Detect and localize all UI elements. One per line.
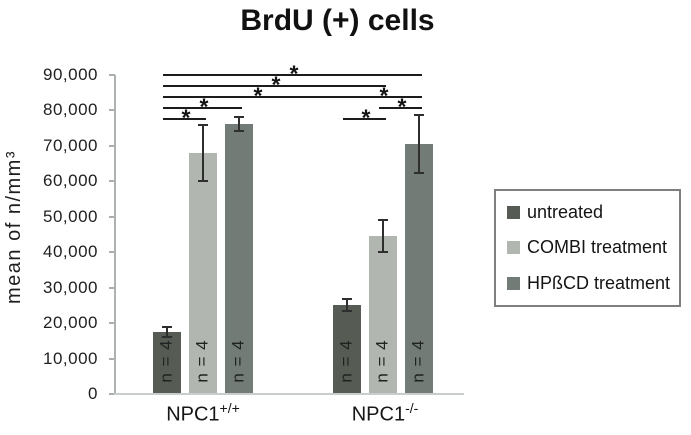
- chart-title: BrdU (+) cells: [240, 4, 435, 37]
- y-tick-mark: [109, 286, 115, 289]
- n-count-label: n = 4: [369, 330, 397, 392]
- x-group-label: NPC1-/-: [352, 400, 419, 427]
- bar: [225, 123, 253, 394]
- error-bar-cap: [414, 114, 424, 117]
- y-tick-mark: [109, 109, 115, 112]
- legend-label: COMBI treatment: [527, 237, 668, 258]
- legend-item: HPßCD treatment: [507, 273, 679, 294]
- significance-line: [163, 118, 206, 120]
- significance-line: [379, 107, 422, 109]
- y-tick-mark: [109, 393, 115, 395]
- error-bar-cap: [414, 171, 424, 174]
- y-tick-label: 90,000: [43, 65, 98, 84]
- y-tick-label: 20,000: [43, 313, 98, 333]
- n-count-text: n = 4: [193, 339, 213, 383]
- error-bar-cap: [162, 336, 172, 339]
- n-count-text: n = 4: [157, 339, 177, 383]
- x-group-label-superscript: +/+: [219, 400, 240, 416]
- y-tick-label: 60,000: [43, 171, 98, 191]
- error-bar-stem: [238, 116, 240, 131]
- n-count-label: n = 4: [153, 330, 181, 392]
- significance-line: [163, 85, 386, 87]
- bar: [189, 152, 217, 394]
- legend: untreated COMBI treatment HPßCD treatment: [494, 189, 681, 307]
- significance-asterisk: *: [253, 82, 263, 109]
- significance-line: [343, 96, 422, 98]
- y-tick-label: 30,000: [43, 277, 98, 297]
- error-bar-stem: [202, 124, 204, 181]
- legend-swatch-icon: [507, 241, 520, 255]
- significance-line: [163, 107, 242, 109]
- y-tick-label: 50,000: [43, 206, 98, 226]
- error-bar-cap: [378, 250, 388, 253]
- y-axis-line: [114, 75, 116, 394]
- y-tick-label: 80,000: [43, 100, 98, 120]
- legend-swatch-icon: [507, 276, 520, 290]
- y-tick-mark: [109, 251, 115, 254]
- significance-asterisk: *: [379, 82, 389, 109]
- y-tick-mark: [109, 322, 115, 325]
- n-count-label: n = 4: [189, 330, 217, 392]
- y-tick-label: 10,000: [43, 348, 98, 368]
- error-bar-stem: [166, 326, 168, 338]
- error-bar-cap: [342, 310, 352, 313]
- legend-item: COMBI treatment: [507, 237, 679, 258]
- significance-line: [163, 74, 422, 76]
- y-tick-mark: [109, 180, 115, 183]
- error-bar-cap: [162, 325, 172, 328]
- n-count-text: n = 4: [337, 339, 357, 383]
- error-bar-cap: [234, 115, 244, 118]
- bar: [405, 144, 433, 394]
- y-tick-mark: [109, 74, 115, 76]
- error-bar-cap: [378, 218, 388, 221]
- legend-label: HPßCD treatment: [527, 272, 671, 293]
- n-count-label: n = 4: [405, 330, 433, 392]
- y-tick-label: 70,000: [43, 135, 98, 155]
- x-group-label-superscript: -/-: [405, 400, 419, 416]
- significance-asterisk: *: [397, 93, 407, 120]
- significance-asterisk: *: [181, 104, 191, 131]
- significance-line: [163, 96, 350, 98]
- n-count-text: n = 4: [373, 339, 393, 383]
- legend-swatch-icon: [507, 206, 520, 220]
- error-bar-cap: [198, 179, 208, 182]
- y-tick-mark: [109, 357, 115, 360]
- x-group-label-text: NPC1: [166, 403, 220, 426]
- significance-asterisk: *: [289, 60, 299, 87]
- y-tick-mark: [109, 215, 115, 218]
- error-bar-cap: [234, 130, 244, 132]
- n-count-text: n = 4: [229, 339, 249, 383]
- legend-label: untreated: [527, 202, 604, 223]
- x-group-label: NPC1+/+: [166, 400, 240, 427]
- error-bar-stem: [418, 115, 420, 173]
- error-bar-stem: [382, 219, 384, 252]
- y-tick-mark: [109, 144, 115, 147]
- significance-asterisk: *: [361, 104, 371, 131]
- significance-asterisk: *: [199, 93, 209, 120]
- error-bar-stem: [346, 299, 348, 312]
- n-count-label: n = 4: [333, 330, 361, 392]
- bar: [153, 331, 181, 394]
- n-count-label: n = 4: [225, 330, 253, 392]
- x-axis-line: [114, 393, 464, 395]
- y-tick-label: 0: [88, 384, 98, 403]
- bar: [369, 235, 397, 394]
- error-bar-cap: [198, 123, 208, 126]
- error-bar-cap: [342, 298, 352, 300]
- n-count-text: n = 4: [409, 339, 429, 383]
- x-group-label-text: NPC1: [351, 403, 406, 426]
- significance-asterisk: *: [271, 71, 281, 98]
- bar: [333, 305, 361, 394]
- y-tick-label: 40,000: [43, 242, 98, 262]
- legend-item: untreated: [507, 202, 679, 223]
- significance-line: [343, 118, 386, 120]
